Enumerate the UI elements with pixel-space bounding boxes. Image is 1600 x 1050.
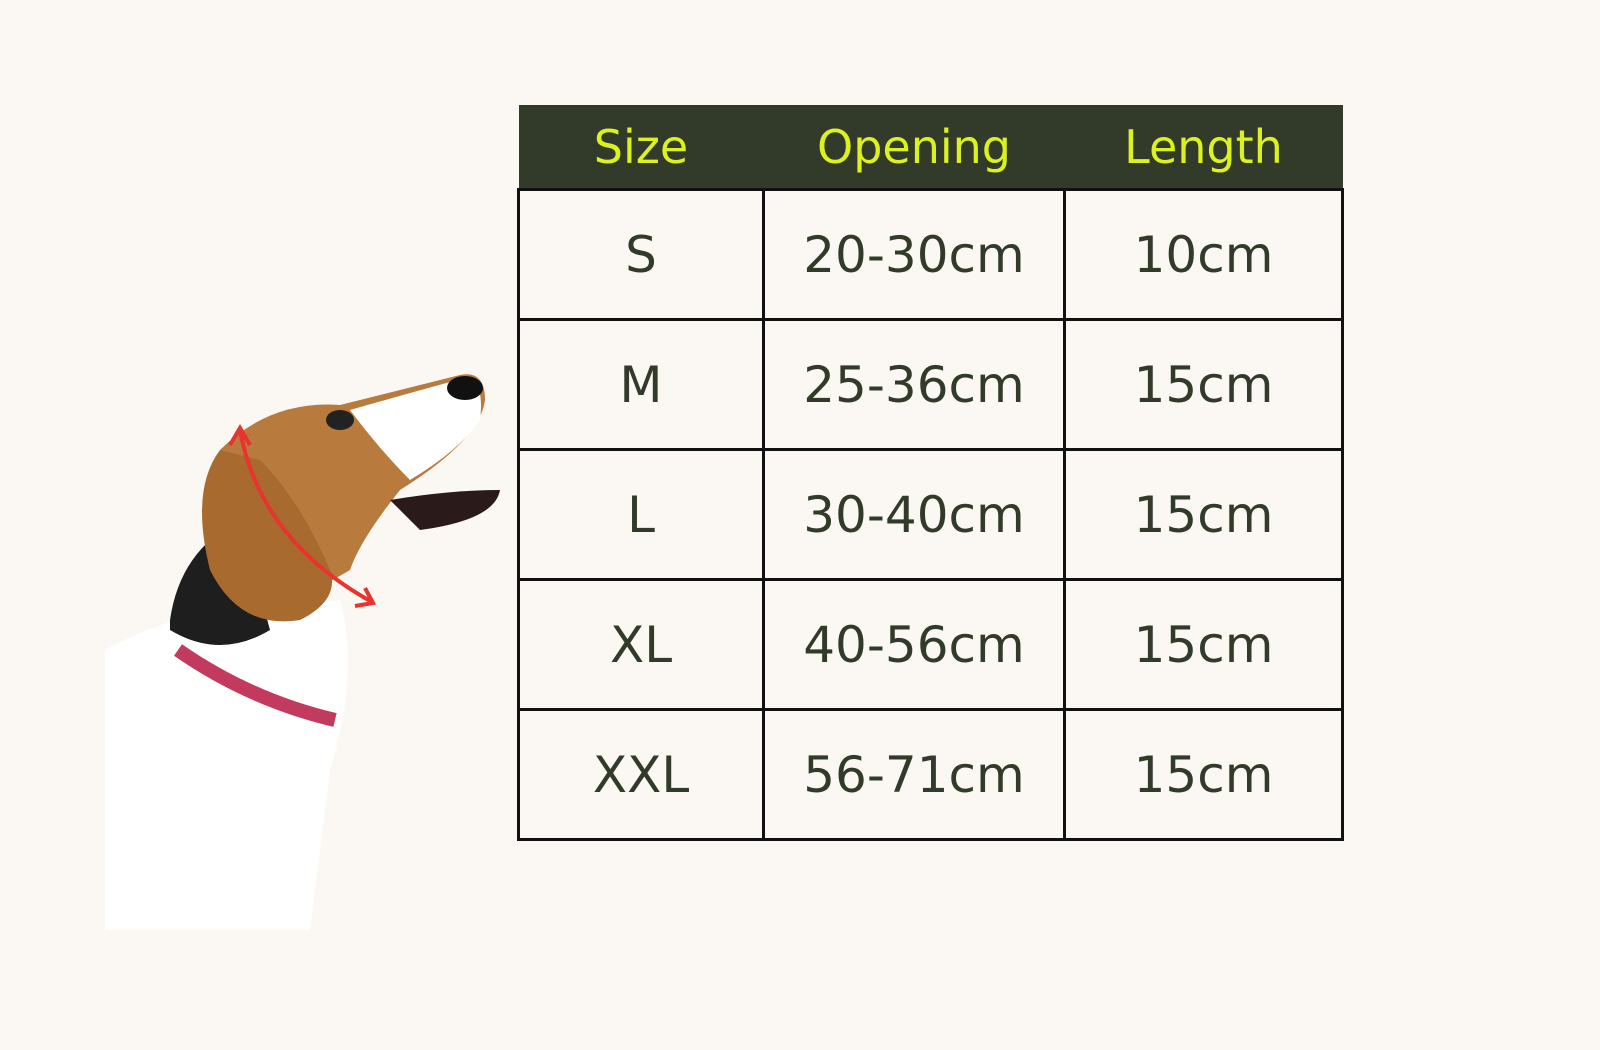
table-row: XL 40-56cm 15cm [517,578,1344,711]
cell-opening: 40-56cm [762,578,1066,711]
table-row: M 25-36cm 15cm [517,318,1344,451]
cell-size: XL [517,578,765,711]
table-row: XXL 56-71cm 15cm [517,708,1344,841]
cell-length: 10cm [1063,188,1344,321]
measure-arrow-icon [238,429,373,604]
header-size: Size [518,105,764,190]
table-header-row: Size Opening Length [518,105,1343,190]
cell-size: L [517,448,765,581]
header-length: Length [1064,105,1343,190]
cell-opening: 25-36cm [762,318,1066,451]
cell-opening: 30-40cm [762,448,1066,581]
cell-size: XXL [517,708,765,841]
cell-length: 15cm [1063,578,1344,711]
table-row: L 30-40cm 15cm [517,448,1344,581]
cell-length: 15cm [1063,448,1344,581]
table-row: S 20-30cm 10cm [517,188,1344,321]
cell-length: 15cm [1063,318,1344,451]
cell-size: M [517,318,765,451]
cell-opening: 56-71cm [762,708,1066,841]
size-chart-table: Size Opening Length S 20-30cm 10cm M 25-36c… [517,105,1344,841]
header-opening: Opening [763,105,1065,190]
dog-image [105,374,500,930]
cell-opening: 20-30cm [762,188,1066,321]
cell-length: 15cm [1063,708,1344,841]
cell-size: S [517,188,765,321]
